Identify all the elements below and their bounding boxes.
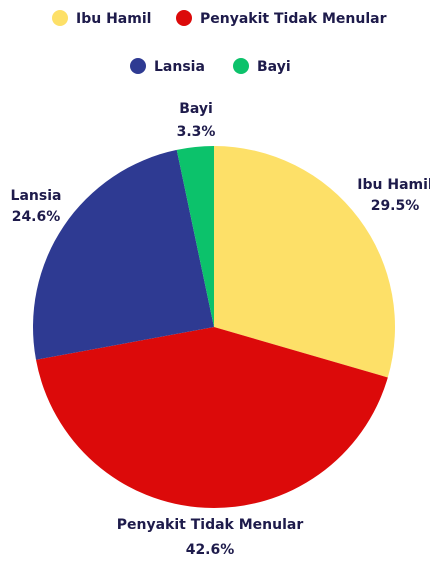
slice-value-penyakit-tidak-menular: 42.6% <box>186 542 235 558</box>
legend-item-penyakit-tidak-menular[interactable]: Penyakit Tidak Menular <box>176 10 387 27</box>
legend-label-penyakit-tidak-menular: Penyakit Tidak Menular <box>200 11 387 27</box>
slice-label-bayi: Bayi <box>179 101 213 117</box>
legend-swatch-penyakit-tidak-menular <box>176 10 192 26</box>
legend-item-lansia[interactable]: Lansia <box>130 58 205 75</box>
legend-label-bayi: Bayi <box>257 59 291 75</box>
slice-ibu-hamil[interactable] <box>214 146 395 378</box>
slice-label-ibu-hamil: Ibu Hamil <box>357 177 430 193</box>
slice-penyakit-tidak-menular[interactable] <box>36 327 388 508</box>
slice-bayi[interactable] <box>176 146 214 327</box>
legend-label-lansia: Lansia <box>154 59 205 75</box>
legend-swatch-lansia <box>130 58 146 74</box>
slice-label-lansia: Lansia <box>11 188 62 204</box>
slice-value-bayi: 3.3% <box>177 124 216 140</box>
slice-value-ibu-hamil: 29.5% <box>371 198 420 214</box>
legend: Ibu Hamil Penyakit Tidak Menular Lansia … <box>52 10 387 75</box>
legend-item-ibu-hamil[interactable]: Ibu Hamil <box>52 10 151 27</box>
legend-swatch-bayi <box>233 58 249 74</box>
legend-swatch-ibu-hamil <box>52 10 68 26</box>
slice-value-lansia: 24.6% <box>12 209 61 225</box>
legend-item-bayi[interactable]: Bayi <box>233 58 291 75</box>
slice-lansia[interactable] <box>33 149 214 360</box>
legend-label-ibu-hamil: Ibu Hamil <box>76 11 151 27</box>
pie-slices <box>33 146 395 508</box>
slice-labels: Bayi 3.3% Ibu Hamil 29.5% Lansia 24.6% P… <box>11 101 430 558</box>
slice-label-penyakit-tidak-menular: Penyakit Tidak Menular <box>117 517 304 533</box>
